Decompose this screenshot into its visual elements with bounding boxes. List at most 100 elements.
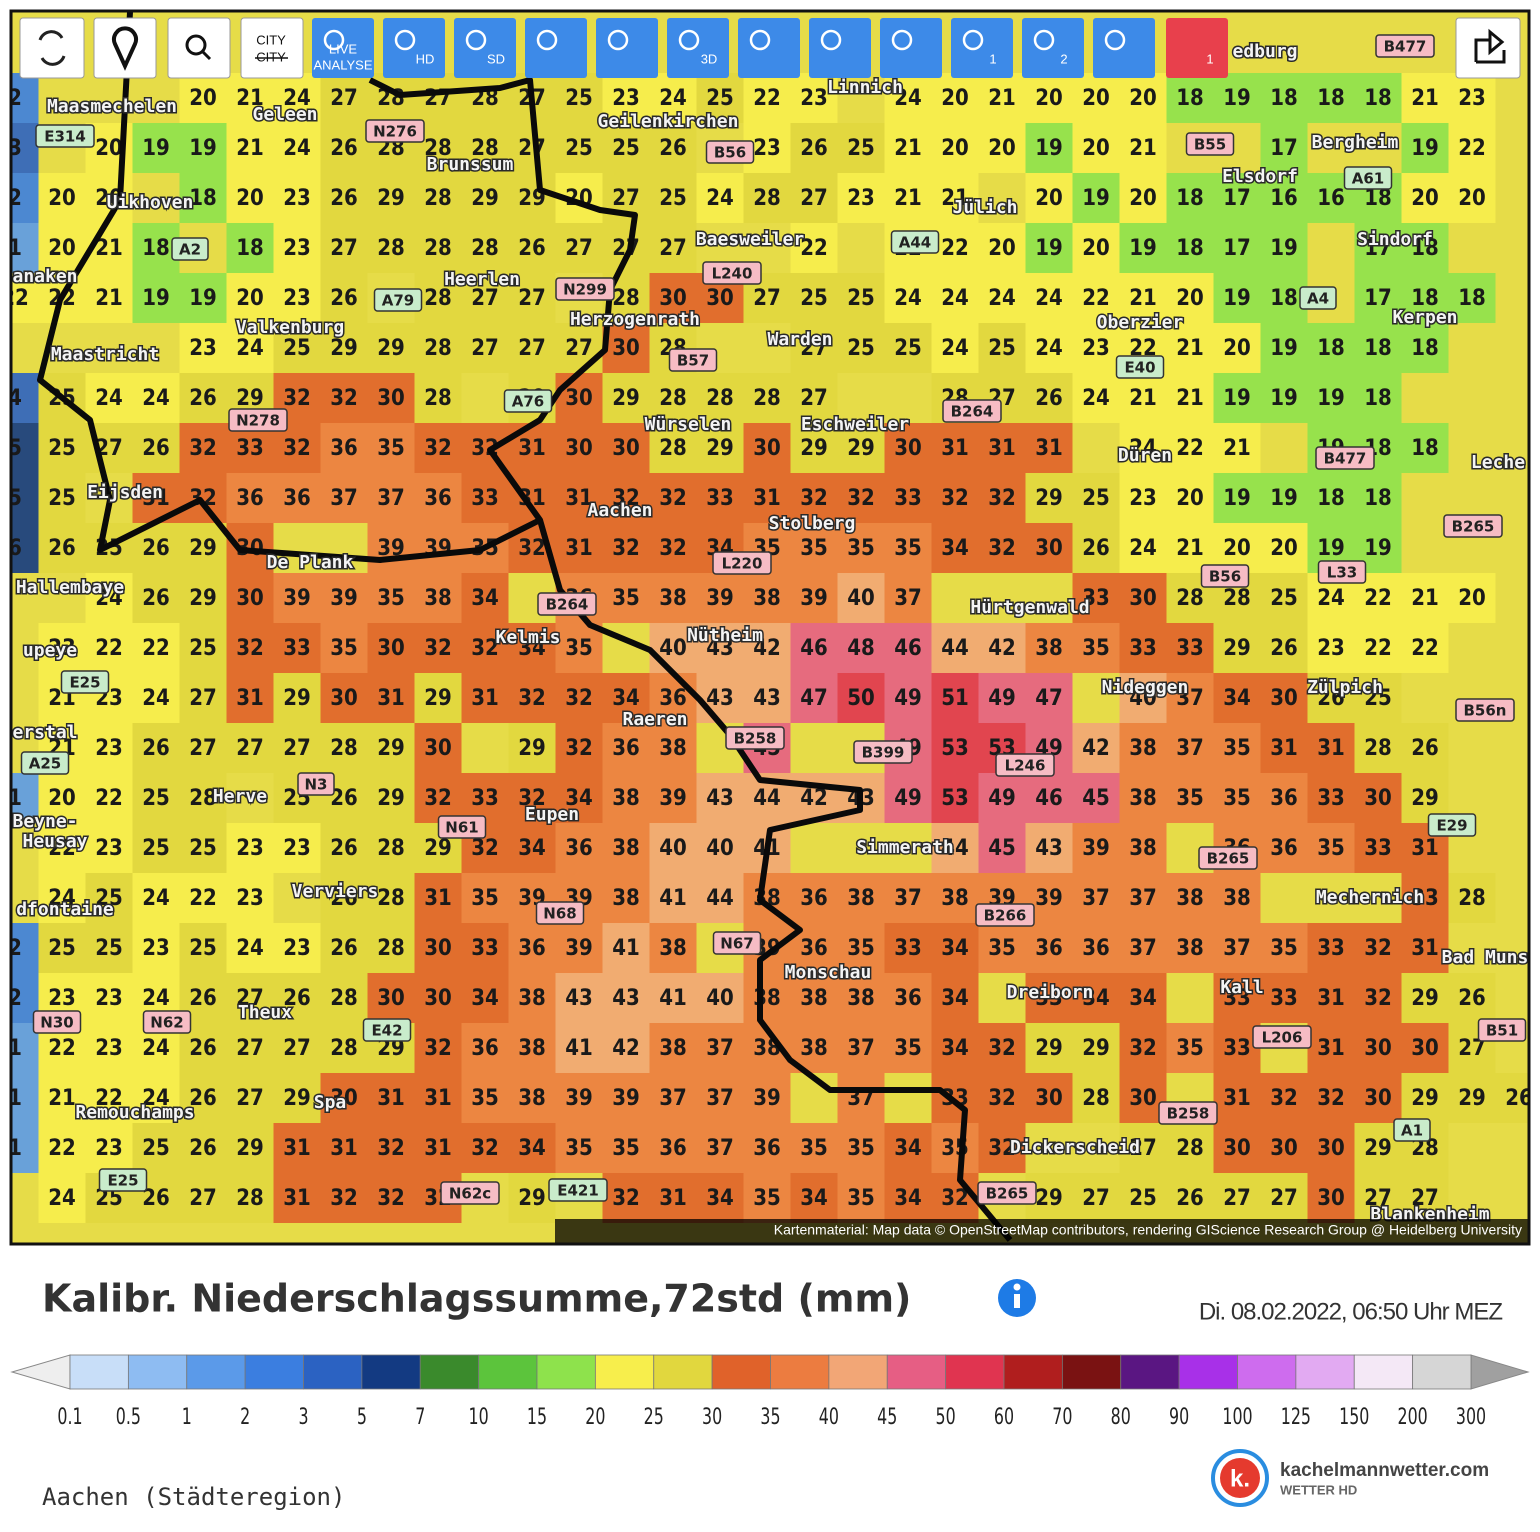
precip-cell <box>179 123 227 173</box>
precip-cell <box>931 223 979 273</box>
precip-cell <box>602 723 650 773</box>
mode-button[interactable] <box>596 18 658 78</box>
precip-value: 19 <box>1129 236 1157 261</box>
precip-cell <box>367 1073 415 1123</box>
precip-value: 32 <box>941 486 969 511</box>
precip-value: 38 <box>800 986 828 1011</box>
precip-value: 20 <box>1129 186 1157 211</box>
mode-button[interactable] <box>1022 18 1084 78</box>
mode-button[interactable] <box>880 18 942 78</box>
road-shield <box>1158 1101 1218 1125</box>
mode-icon <box>678 29 700 51</box>
precip-value: 27 <box>565 236 593 261</box>
road-shield <box>98 1168 148 1192</box>
mode-button[interactable] <box>525 18 587 78</box>
precip-value: 22 <box>800 236 828 261</box>
precip-cell <box>1119 223 1167 273</box>
legend-tick-label: 70 <box>1052 1404 1072 1429</box>
mode-button[interactable] <box>454 18 516 78</box>
precip-value: 19 <box>1223 286 1251 311</box>
precip-cell <box>884 273 932 323</box>
precip-cell <box>414 223 462 273</box>
legend-bin <box>536 1354 596 1390</box>
precip-cell <box>790 73 838 123</box>
precip-cell <box>85 1123 133 1173</box>
precip-cell <box>1213 923 1261 973</box>
city-button[interactable] <box>240 17 304 79</box>
precip-value: 19 <box>1035 136 1063 161</box>
precip-cell <box>1072 373 1120 423</box>
mode-button[interactable] <box>383 18 445 78</box>
locate-button[interactable] <box>93 17 157 79</box>
road-label: A1 <box>1401 1122 1423 1140</box>
precip-value: 22 <box>1458 136 1486 161</box>
legend-bin <box>1003 1354 1063 1390</box>
precip-cell <box>837 973 885 1023</box>
precip-cell <box>320 873 368 923</box>
precip-cell <box>273 323 321 373</box>
precip-cell <box>38 1073 86 1123</box>
precip-cell <box>649 173 697 223</box>
attribution: Kartenmaterial: Map data © OpenStreetMap… <box>774 1222 1522 1238</box>
legend-bin <box>186 1354 246 1390</box>
precip-cell <box>414 623 462 673</box>
precip-value: 20 <box>1176 286 1204 311</box>
precip-value: 23 <box>800 86 828 111</box>
precip-cell <box>696 773 744 823</box>
precip-cell <box>696 823 744 873</box>
mode-button[interactable] <box>667 18 729 78</box>
precip-cell <box>273 823 321 873</box>
precip-cell <box>743 1073 791 1123</box>
precip-value: 19 <box>1317 386 1345 411</box>
road-label: B265 <box>986 1185 1029 1203</box>
precip-cell <box>508 1023 556 1073</box>
precip-value: 27 <box>236 986 264 1011</box>
precip-value: 25 <box>847 286 875 311</box>
precip-value: 23 <box>236 886 264 911</box>
precip-value: 26 <box>330 836 358 861</box>
road-shield <box>142 1010 192 1034</box>
road-shield <box>668 348 718 372</box>
precip-value: 1 <box>8 1086 22 1111</box>
precip-value: 19 <box>189 136 217 161</box>
precip-value: 33 <box>1035 986 1063 1011</box>
precip-value: 29 <box>1458 1086 1486 1111</box>
precip-value: 21 <box>1411 586 1439 611</box>
refresh-button[interactable] <box>19 17 85 79</box>
precip-value: 18 <box>1364 186 1392 211</box>
mode-button[interactable] <box>951 18 1013 78</box>
precip-cell <box>508 773 556 823</box>
precip-value: 30 <box>377 636 405 661</box>
place-label: Eijsden <box>87 482 163 503</box>
precip-cell <box>1166 173 1214 223</box>
precip-cell <box>414 973 462 1023</box>
logo-tagline: WETTER HD <box>1280 1482 1357 1497</box>
mode-button[interactable] <box>1093 18 1155 78</box>
precip-cell <box>508 973 556 1023</box>
precip-value: 22 <box>189 886 217 911</box>
precip-value: 23 <box>753 136 781 161</box>
precip-value: 39 <box>565 936 593 961</box>
mode-button[interactable] <box>809 18 871 78</box>
precip-value: 36 <box>1082 936 1110 961</box>
precip-value: 32 <box>612 536 640 561</box>
precip-cell <box>1213 1123 1261 1173</box>
precip-cell <box>226 1023 274 1073</box>
precip-value: 19 <box>1270 336 1298 361</box>
precip-value: 35 <box>330 636 358 661</box>
precip-cell <box>1213 473 1261 523</box>
zoom-button[interactable] <box>167 17 231 79</box>
precip-cell <box>931 873 979 923</box>
place-label: Bad Muns <box>1442 947 1529 968</box>
road-label: E314 <box>44 128 86 146</box>
legend-tick-label: 150 <box>1339 1404 1369 1429</box>
precip-value: 24 <box>988 286 1016 311</box>
precip-cell <box>555 373 603 423</box>
precip-value: 26 <box>142 1186 170 1211</box>
precip-value: 33 <box>471 486 499 511</box>
share-button[interactable] <box>1455 17 1521 79</box>
alert-button[interactable] <box>1166 18 1228 78</box>
legend-bin <box>1237 1354 1297 1390</box>
mode-button[interactable] <box>738 18 800 78</box>
precip-cell <box>555 223 603 273</box>
